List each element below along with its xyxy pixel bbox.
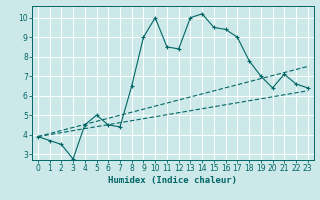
X-axis label: Humidex (Indice chaleur): Humidex (Indice chaleur) — [108, 176, 237, 185]
